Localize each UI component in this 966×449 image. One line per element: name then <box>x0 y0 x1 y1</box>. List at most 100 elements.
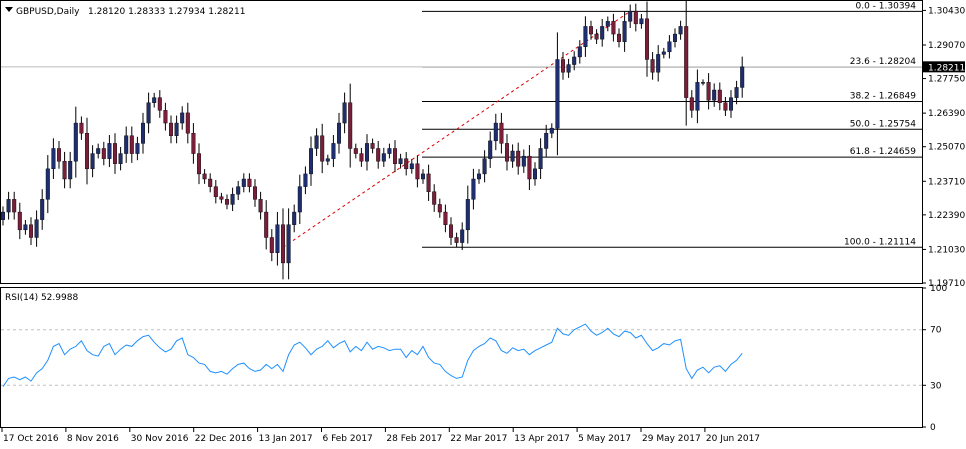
candle-bull <box>292 211 297 225</box>
candle-bull <box>533 168 538 180</box>
candle-bull <box>544 133 549 149</box>
candle-bull <box>740 66 745 88</box>
time-tick-label: 22 Dec 2016 <box>195 434 253 444</box>
candle-bear <box>202 173 207 180</box>
time-tick-label: 5 May 2017 <box>578 434 631 444</box>
price-tick-label: 1.29070 <box>928 41 965 51</box>
candle-bear <box>617 33 622 42</box>
candle-bear <box>29 224 34 238</box>
candle-bull <box>538 148 543 170</box>
candle-bear <box>376 148 381 162</box>
candle-bull <box>331 143 336 159</box>
candle-bull <box>342 102 347 124</box>
rsi-tick-label: 30 <box>930 381 942 391</box>
candle-bull <box>124 135 129 154</box>
price-tick-label: 1.21030 <box>928 245 965 255</box>
candle-bull <box>678 26 683 35</box>
candle-bear <box>213 186 218 197</box>
candle-bear <box>185 112 190 134</box>
candle-bear <box>219 196 224 200</box>
candle-bear <box>112 143 117 164</box>
candle-bull <box>118 153 123 164</box>
time-tick-label: 13 Jan 2017 <box>259 434 313 444</box>
candle-bear <box>633 10 638 25</box>
candle-bull <box>365 143 370 162</box>
candle-bear <box>516 150 521 167</box>
fib-trendline[interactable] <box>282 10 631 248</box>
candle-bear <box>101 148 106 159</box>
candle-bull <box>460 229 465 243</box>
symbol-dropdown-icon[interactable] <box>5 7 13 12</box>
current-price-marker: 1.28211 <box>923 61 965 73</box>
symbol-label: GBPUSD,Daily <box>16 7 80 17</box>
fib-level-label: 61.8 - 1.24659 <box>850 147 916 157</box>
candle-bear <box>281 224 286 264</box>
price-panel-frame <box>0 0 923 284</box>
candle-bull <box>152 97 157 103</box>
candle-bull <box>656 54 661 73</box>
time-tick-label: 28 Feb 2017 <box>386 434 442 444</box>
candle-bear <box>437 204 442 213</box>
candle-bull <box>421 173 426 180</box>
candle-bear <box>393 148 398 164</box>
candle-bull <box>73 122 78 162</box>
candle-bull <box>40 199 45 220</box>
rsi-tick-label: 100 <box>930 284 947 294</box>
candle-bear <box>426 173 431 192</box>
candle-bull <box>712 89 717 101</box>
candle-bear <box>432 191 437 205</box>
candle-bear <box>449 224 454 238</box>
candle-bull <box>146 102 151 124</box>
time-tick-label: 13 Apr 2017 <box>514 434 570 444</box>
candle-bear <box>684 26 689 98</box>
candle-bull <box>622 21 627 42</box>
fib-level-label: 50.0 - 1.25754 <box>850 119 916 129</box>
candle-bull <box>275 224 280 253</box>
candle-bull <box>180 112 185 124</box>
candle-bear <box>269 237 274 253</box>
time-tick-label: 29 May 2017 <box>642 434 701 444</box>
current-price-label: 1.28211 <box>928 63 965 73</box>
fib-level-label: 23.6 - 1.28204 <box>850 57 916 67</box>
candle-bull <box>555 59 560 129</box>
candle-bear <box>415 163 420 180</box>
candle-bull <box>661 51 666 55</box>
candle-bear <box>561 59 566 73</box>
time-axis: 17 Oct 2016 8 Nov 2016 30 Nov 2016 22 Dec 2… <box>1 427 760 444</box>
candle-bear <box>157 97 162 111</box>
candle-bull <box>667 41 672 53</box>
price-tick-label: 1.25070 <box>928 143 965 153</box>
candle-bull <box>309 148 314 175</box>
candle-bear <box>717 89 722 103</box>
candle-bull <box>398 158 403 164</box>
fibonacci-retracement[interactable]: 0.0 - 1.30394 23.6 - 1.28204 38.2 - 1.2684… <box>1 1 922 248</box>
candle-bull <box>174 122 179 136</box>
candle-bear <box>12 199 17 213</box>
candle-bear <box>505 143 510 162</box>
candle-bull <box>409 163 414 170</box>
time-tick-label: 17 Oct 2016 <box>3 434 59 444</box>
candle-bull <box>566 64 571 73</box>
candle-bull <box>549 127 554 134</box>
candle-bull <box>734 87 739 98</box>
candle-bull <box>90 153 95 170</box>
candle-bull <box>510 150 515 162</box>
candle-bear <box>723 102 728 111</box>
candle-bear <box>370 143 375 149</box>
candle-bull <box>628 10 633 22</box>
candle-bull <box>107 143 112 159</box>
rsi-label: RSI(14) 52.9988 <box>5 293 78 303</box>
price-tick-label: 1.26390 <box>928 109 965 119</box>
candle-bear <box>706 82 711 101</box>
candle-bear <box>650 59 655 73</box>
candle-bear <box>17 211 22 231</box>
candle-bear <box>320 135 325 162</box>
rsi-axis: 100 70 30 0 <box>922 284 947 433</box>
candle-bull <box>297 186 302 213</box>
candle-bear <box>359 153 364 162</box>
candle-bull <box>325 158 330 162</box>
rsi-series <box>2 323 743 387</box>
candle-bear <box>191 133 196 154</box>
candle-bear <box>129 135 134 154</box>
candle-bull <box>729 97 734 111</box>
